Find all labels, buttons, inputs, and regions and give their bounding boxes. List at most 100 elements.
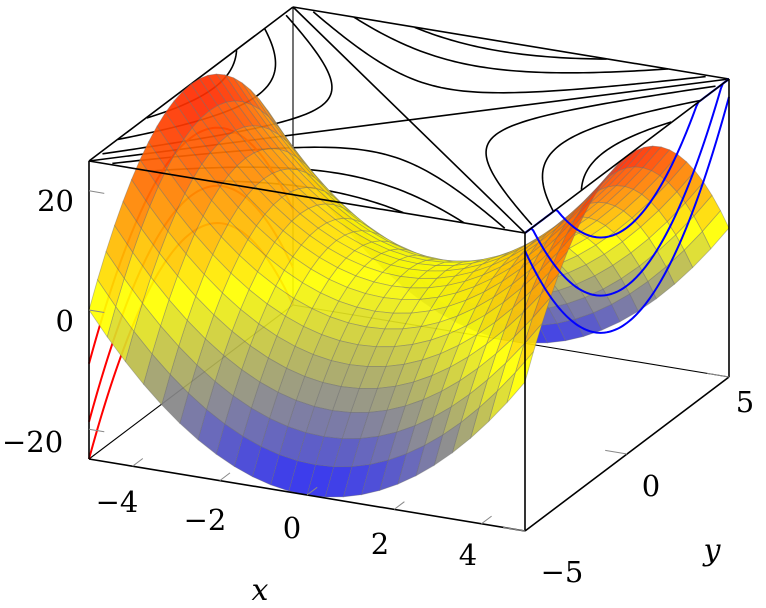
surface-facet (157, 167, 186, 213)
top-contour (414, 26, 607, 60)
z-tick-mark (88, 190, 105, 194)
surface-facet (197, 408, 226, 455)
surface-facet (351, 218, 380, 235)
surface-facet (522, 272, 550, 314)
x-tick-mark (219, 472, 231, 481)
box-edge (292, 6, 730, 80)
x-tick-mark (481, 515, 492, 525)
surface-facet (191, 117, 220, 154)
surface-facet (203, 253, 232, 294)
surface-facet (605, 185, 634, 207)
surface-facet (183, 127, 211, 165)
surface-facet (208, 104, 237, 137)
surface-facet (305, 172, 334, 197)
x-tick-mark (393, 501, 405, 510)
surface-facet (633, 145, 662, 169)
surface-facet (585, 253, 614, 277)
top-contour (312, 11, 706, 94)
saddle-surface (88, 73, 730, 498)
surface-facet (140, 205, 169, 254)
surface-facet (246, 185, 274, 215)
top-contour (485, 85, 716, 226)
x-tick-mark (306, 486, 318, 496)
surface-facet (631, 200, 660, 228)
surface-facet (297, 169, 325, 192)
surface-facet (588, 185, 618, 205)
surface-facet (568, 237, 597, 257)
surface-facet (351, 435, 380, 468)
surface-facet (221, 272, 250, 311)
surface-facet (237, 195, 266, 227)
surface-facet (639, 209, 668, 239)
surface-facet (405, 416, 434, 455)
surface-facet (603, 241, 632, 266)
surface-facet (268, 116, 296, 151)
surface-facet (178, 319, 206, 366)
surface-facet (342, 464, 371, 498)
surface-facet (220, 220, 249, 256)
tick-marks (88, 190, 730, 532)
surface-facet (397, 444, 426, 485)
surface-facet (578, 201, 608, 219)
surface-facet (174, 138, 203, 179)
z-tick-mark (88, 309, 105, 314)
y-tick-mark (605, 449, 628, 455)
surface-facet (414, 390, 443, 427)
surface-facet (293, 282, 322, 310)
surface-facet (200, 110, 228, 144)
surface-facet (617, 146, 645, 172)
surface-facet (143, 353, 171, 406)
surface-facet (334, 217, 363, 233)
y-wall-curve (524, 96, 730, 334)
z-tick-label: −20 (2, 425, 63, 459)
surface-facet (576, 244, 605, 266)
x-tick-label: −4 (96, 485, 139, 519)
surface-facet (656, 234, 685, 268)
surface-facet (179, 392, 207, 441)
surface-facet (243, 125, 272, 150)
surface-facet (305, 406, 334, 438)
x-tick-label: −2 (184, 503, 227, 537)
x-tick-label: 4 (459, 538, 477, 572)
surface-facet (368, 385, 397, 413)
surface-facet (665, 249, 694, 285)
surface-facet (352, 230, 382, 243)
z-tick-mark (88, 428, 105, 433)
surface-facet (88, 278, 117, 338)
surface-facet (251, 104, 279, 135)
front-box-edges (88, 78, 730, 532)
top-contour (292, 6, 526, 234)
box-edge (88, 160, 526, 234)
surface-facet (124, 330, 153, 386)
surface-facet (343, 231, 373, 246)
x-tick-label: 0 (283, 511, 301, 545)
y-wall-curve (524, 78, 730, 239)
z-tick-label: 0 (56, 304, 74, 338)
surface-facet (586, 225, 615, 246)
surface-facet (327, 239, 356, 259)
box-edge (524, 78, 730, 234)
top-contour (353, 16, 668, 74)
surface-facet (381, 264, 410, 277)
x-axis-label: x (252, 573, 269, 608)
surface-facet (624, 145, 654, 169)
surface-facet (185, 233, 214, 276)
surface-facet (597, 185, 626, 204)
surface-facet (451, 406, 480, 454)
top-contour (580, 121, 672, 190)
surface-facet (347, 306, 376, 328)
y-axis-label: y (702, 533, 722, 568)
surface-facet (272, 196, 301, 222)
surface-facet (149, 185, 177, 232)
surface-facet (161, 373, 189, 425)
surface-facet (259, 109, 288, 142)
surface-facet (195, 273, 223, 316)
surface-facet (255, 213, 284, 243)
surface-facet (612, 252, 640, 280)
y-tick-label: 0 (642, 469, 660, 503)
surface-facet (471, 255, 499, 264)
y-tick-mark (503, 526, 526, 532)
surface-facet (168, 274, 197, 322)
surface-facet (114, 200, 142, 254)
